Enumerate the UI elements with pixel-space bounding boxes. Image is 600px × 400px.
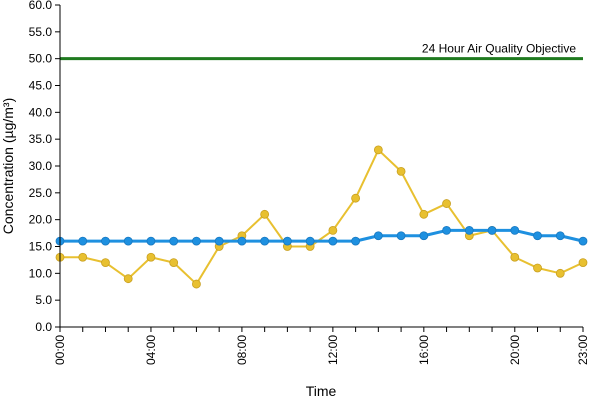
series-2-point bbox=[305, 236, 315, 246]
series-2-point bbox=[192, 236, 201, 246]
series-1-point bbox=[78, 252, 88, 262]
x-tick-label: 23:00 bbox=[576, 335, 590, 365]
y-tick-label: 30.0 bbox=[29, 159, 53, 173]
series-2-point bbox=[442, 225, 451, 235]
series-2-point bbox=[328, 236, 338, 246]
series-1-point bbox=[101, 258, 110, 268]
y-tick-label: 40.0 bbox=[29, 105, 53, 119]
series-2-point bbox=[533, 231, 542, 241]
x-tick-label: 20:00 bbox=[508, 335, 522, 365]
y-tick-label: 0.0 bbox=[35, 320, 52, 334]
x-axis-title: Time bbox=[306, 383, 337, 399]
series-2-point bbox=[169, 236, 179, 246]
series-2-point bbox=[123, 236, 133, 246]
series-2-point bbox=[555, 231, 565, 241]
series-1-point bbox=[260, 209, 270, 219]
series-2-point bbox=[373, 231, 383, 241]
series-1-point bbox=[123, 274, 133, 284]
series-group bbox=[55, 145, 588, 289]
series-1-point bbox=[419, 209, 429, 219]
objective-line-group: 24 Hour Air Quality Objective bbox=[60, 42, 583, 61]
series-2-point bbox=[487, 225, 497, 235]
series-2-point bbox=[101, 236, 110, 246]
objective-label: 24 Hour Air Quality Objective bbox=[422, 42, 576, 56]
series-2-point bbox=[464, 225, 474, 235]
y-tick-label: 25.0 bbox=[29, 186, 53, 200]
y-axis-title: Concentration (µg/m³) bbox=[0, 98, 16, 234]
y-tick-label: 15.0 bbox=[29, 240, 53, 254]
series-2-point bbox=[578, 236, 588, 246]
series-2-point bbox=[237, 236, 247, 246]
y-tick-label: 10.0 bbox=[29, 266, 53, 280]
y-tick-label: 55.0 bbox=[29, 25, 53, 39]
series-2-point bbox=[78, 236, 88, 246]
y-tick-label: 50.0 bbox=[29, 52, 53, 66]
y-tick-label: 20.0 bbox=[29, 213, 53, 227]
series-2-point bbox=[214, 236, 224, 246]
series-1-point bbox=[510, 252, 520, 262]
series-1-point bbox=[146, 252, 156, 262]
series-1-point bbox=[442, 199, 451, 208]
series-1-point bbox=[396, 166, 406, 176]
x-tick-label: 16:00 bbox=[417, 335, 431, 365]
x-tick-label: 12:00 bbox=[326, 335, 340, 365]
y-tick-label: 60.0 bbox=[29, 0, 53, 12]
series-2-point bbox=[282, 236, 292, 246]
series-1-point bbox=[555, 268, 565, 278]
series-1-point bbox=[533, 263, 542, 273]
series-2-point bbox=[510, 225, 520, 235]
series-1-point bbox=[328, 225, 338, 235]
series-2-point bbox=[419, 231, 429, 241]
series-2-point bbox=[260, 236, 270, 246]
series-2-point bbox=[146, 236, 156, 246]
y-tick-label: 5.0 bbox=[35, 293, 52, 307]
series-1-line bbox=[60, 148, 584, 286]
series-2-point bbox=[396, 231, 406, 241]
x-axis-ticks: 00:00 04:00 08:00 12:00 16:00 20:00 23:00 bbox=[53, 327, 590, 365]
x-tick-label: 00:00 bbox=[53, 335, 67, 365]
series-1-point bbox=[169, 258, 179, 268]
y-tick-label: 35.0 bbox=[29, 132, 53, 146]
x-tick-label: 04:00 bbox=[144, 335, 158, 365]
series-1-point bbox=[351, 193, 361, 203]
y-axis-ticks: 0.0 5.0 10.0 15.0 20.0 25.0 30.0 35.0 40.0 45.0 50… bbox=[29, 0, 60, 334]
series-1-point bbox=[373, 145, 383, 155]
x-tick-label: 08:00 bbox=[235, 335, 249, 365]
y-tick-label: 45.0 bbox=[29, 79, 53, 93]
series-1-point bbox=[192, 279, 201, 289]
series-2-point bbox=[351, 236, 361, 246]
series-1-point bbox=[578, 258, 588, 268]
